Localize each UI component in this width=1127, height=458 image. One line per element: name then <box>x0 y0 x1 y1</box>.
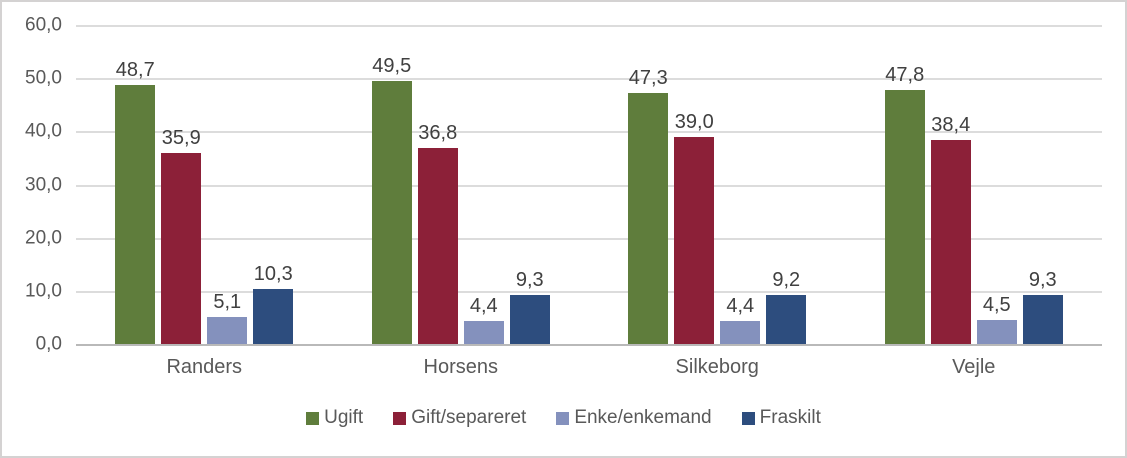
data-label: 39,0 <box>674 110 714 133</box>
y-axis-tick-label: 10,0 <box>25 280 62 302</box>
data-label: 48,7 <box>115 59 155 82</box>
y-axis-tick-label: 30,0 <box>25 174 62 195</box>
bar-cell: 9,3 <box>509 268 550 344</box>
legend-swatch-icon <box>556 411 570 425</box>
bar-gift-separeret <box>674 136 715 344</box>
bar-cell: 48,7 <box>115 59 156 344</box>
bar-cell: 47,3 <box>628 66 669 344</box>
data-label: 35,9 <box>161 127 201 150</box>
category-label-horsens: Horsens <box>423 356 498 378</box>
category-label-vejle: Vejle <box>952 356 996 378</box>
data-label: 4,4 <box>469 294 498 317</box>
legend-swatch-icon <box>306 411 320 425</box>
bar-group-silkeborg: 47,3 39,0 4,4 9,2 <box>589 25 846 344</box>
bar-enke-enkemand <box>207 316 248 344</box>
bar-group-vejle: 47,8 38,4 4,5 9,3 <box>846 25 1103 344</box>
bar-cell: 9,2 <box>766 269 807 344</box>
y-axis-tick-label: 50,0 <box>25 67 62 89</box>
bar-cell: 5,1 <box>207 290 248 344</box>
bar-ugift <box>371 80 412 344</box>
bar-fraskilt <box>1022 294 1063 344</box>
legend-item-gift-separeret: Gift/separeret <box>393 407 526 429</box>
data-label: 9,3 <box>1028 268 1057 291</box>
bar-gift-separeret <box>161 153 202 344</box>
bar-cell: 4,4 <box>463 294 504 344</box>
gridline <box>76 25 1102 27</box>
data-label: 36,8 <box>418 122 458 145</box>
bar-fraskilt <box>253 289 294 344</box>
bar-cell: 4,4 <box>720 294 761 344</box>
bar-cell: 9,3 <box>1022 268 1063 344</box>
legend-label: Enke/enkemand <box>574 407 712 428</box>
bar-cell: 38,4 <box>930 113 971 344</box>
plot-area: 48,7 35,9 5,1 10,3 49,5 36,8 4,4 9,3 47,3 39,0 4,4… <box>76 25 1102 346</box>
legend-label: Ugift <box>324 407 364 428</box>
bar-ugift <box>884 89 925 344</box>
bar-group-randers: 48,7 35,9 5,1 10,3 <box>76 25 333 344</box>
legend-swatch-icon <box>741 411 755 425</box>
bar-cell: 4,5 <box>976 294 1017 344</box>
bar-groups: 48,7 35,9 5,1 10,3 49,5 36,8 4,4 9,3 47,3 39,0 4,4… <box>76 25 1102 344</box>
gridline <box>76 237 1102 240</box>
legend-swatch-icon <box>393 411 407 425</box>
bar-cell: 39,0 <box>674 110 715 344</box>
y-axis-tick-label: 20,0 <box>25 227 62 249</box>
gridline <box>76 131 1102 134</box>
category-label-randers: Randers <box>166 356 243 378</box>
bar-cell: 10,3 <box>253 263 294 344</box>
bar-ugift <box>628 92 669 344</box>
bar-ugift <box>115 85 156 344</box>
y-axis-tick-label: 40,0 <box>25 120 62 142</box>
bar-enke-enkemand <box>720 320 761 344</box>
legend-label: Gift/separeret <box>411 407 527 428</box>
bar-cell: 47,8 <box>884 63 925 344</box>
data-label: 47,3 <box>628 66 668 89</box>
y-axis: 60,0 50,0 40,0 30,0 20,0 10,0 0,0 <box>2 2 62 456</box>
y-axis-tick-label: 0,0 <box>35 333 62 355</box>
legend: Ugift Gift/separeret Enke/enkemand Fraskilt <box>2 407 1125 429</box>
category-label-silkeborg: Silkeborg <box>675 356 759 378</box>
legend-item-ugift: Ugift <box>306 407 363 429</box>
bar-cell: 49,5 <box>371 54 412 344</box>
data-label: 4,5 <box>982 294 1011 317</box>
data-label: 47,8 <box>885 63 925 86</box>
y-axis-tick-label: 60,0 <box>25 14 62 36</box>
bar-enke-enkemand <box>463 320 504 344</box>
bar-cell: 36,8 <box>417 122 458 344</box>
legend-item-enke-enkemand: Enke/enkemand <box>556 407 712 429</box>
gridline <box>76 78 1102 81</box>
legend-label: Fraskilt <box>759 407 821 428</box>
gridline <box>76 184 1102 187</box>
data-label: 38,4 <box>931 113 971 136</box>
bar-cell: 35,9 <box>161 127 202 344</box>
data-label: 9,3 <box>515 268 544 291</box>
gridline <box>76 290 1102 293</box>
data-label: 10,3 <box>253 263 293 286</box>
data-label: 9,2 <box>772 269 801 292</box>
bar-fraskilt <box>766 295 807 344</box>
bar-group-horsens: 49,5 36,8 4,4 9,3 <box>333 25 590 344</box>
bar-enke-enkemand <box>976 320 1017 344</box>
data-label: 4,4 <box>726 294 755 317</box>
bar-fraskilt <box>509 294 550 344</box>
bar-gift-separeret <box>930 139 971 344</box>
bar-gift-separeret <box>417 148 458 344</box>
legend-item-fraskilt: Fraskilt <box>741 407 821 429</box>
x-axis: Randers Horsens Silkeborg Vejle <box>76 356 1102 379</box>
data-label: 49,5 <box>372 54 412 77</box>
data-label: 5,1 <box>213 290 242 313</box>
